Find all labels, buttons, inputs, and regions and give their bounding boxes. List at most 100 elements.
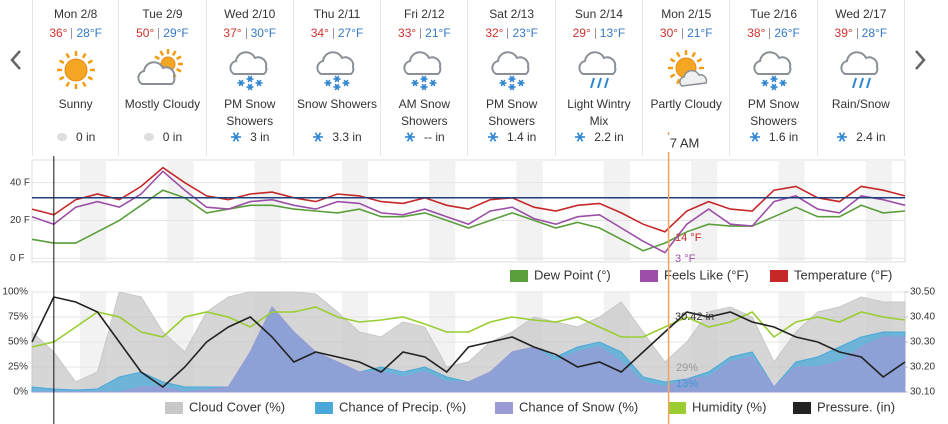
icon-part (500, 79, 506, 87)
icon-part (159, 50, 165, 56)
icon-box (381, 48, 467, 92)
icon-part (172, 50, 178, 56)
series-line (31, 166, 906, 233)
icon-part (696, 57, 703, 63)
legend-label: Dew Point (°) (534, 267, 611, 282)
day-band (429, 292, 456, 392)
legend-label: Feels Like (°F) (664, 267, 749, 282)
condition: PM Snow Showers (485, 97, 538, 128)
day-band (167, 160, 194, 262)
icon-part (771, 75, 776, 83)
day-temps: 50° 29°F (119, 26, 205, 40)
icon-part (315, 132, 322, 142)
y-tick-label: 100% (2, 287, 28, 298)
precip: 1.6 in (730, 130, 816, 144)
prev-arrow[interactable] (8, 48, 24, 72)
condition: Light Wintry Mix (567, 97, 631, 128)
icon-part (154, 55, 161, 61)
icon-part (176, 55, 183, 61)
next-arrow[interactable] (912, 48, 928, 72)
icon-part (256, 79, 262, 87)
icon-part (403, 51, 442, 75)
weather-icon (840, 51, 879, 89)
precip-amount: 3.3 in (332, 130, 362, 144)
icon-part (64, 58, 88, 82)
separator (158, 27, 160, 39)
day-band (691, 292, 718, 392)
icon-box (643, 48, 729, 92)
icon-part (676, 78, 681, 85)
day-band (603, 292, 631, 392)
icon-part (509, 83, 515, 91)
day-card: Sat 2/13 32° 23°F PM Snow Showers 1.4 in (469, 0, 556, 156)
weather-icon (578, 51, 617, 89)
snow-icon (405, 132, 415, 142)
legend-swatch (793, 402, 811, 414)
icon-part (603, 77, 609, 89)
precip: -- in (381, 130, 467, 144)
day-temps: 36° 28°F (33, 26, 118, 40)
icon-part (238, 79, 244, 87)
precip: 3 in (207, 130, 293, 144)
icon-part (406, 132, 414, 142)
day-temps: 29° 13°F (556, 26, 642, 40)
legend-swatch (510, 270, 528, 282)
day-band (603, 160, 631, 262)
icon-part (421, 75, 427, 83)
y2-tick-label: 30.40 (910, 312, 935, 323)
weather-icon (316, 51, 355, 91)
icon-part (509, 75, 515, 83)
day-card: Wed 2/10 37° 30°F PM Snow Showers 3 in (207, 0, 294, 156)
y-tick-label: 20 F (10, 215, 30, 226)
day-date: Wed 2/17 (835, 7, 887, 21)
icon-part (421, 83, 427, 91)
precip: 0 in (33, 130, 118, 144)
low-temp: 13°F (599, 26, 626, 40)
y2-tick-label: 30.50 (910, 287, 935, 298)
series-line (31, 170, 906, 254)
drop-icon (56, 133, 67, 141)
icon-part (752, 51, 791, 75)
day-date: Mon 2/8 (53, 7, 98, 21)
high-temp: 29° (572, 26, 591, 40)
precip-amount: 1.4 in (506, 130, 537, 144)
icon-part (771, 83, 776, 91)
low-temp: 21°F (425, 26, 451, 40)
icon-part (679, 69, 708, 87)
precip: 2.4 in (818, 130, 904, 144)
y2-tick-label: 30.10 (910, 387, 935, 398)
day-card: Tue 2/9 50° 29°F Mostly Cloudy 0 in (119, 0, 207, 156)
series-line (31, 189, 906, 252)
day-card: Mon 2/15 30° 21°F Partly Cloudy (643, 0, 731, 156)
day-band (865, 160, 892, 262)
condition: Snow Showers (297, 97, 378, 111)
precip-amount: 3 in (250, 130, 270, 144)
icon-part (334, 83, 340, 91)
separator (245, 27, 247, 39)
y2-tick-label: 30.30 (910, 337, 935, 348)
drop-icon (143, 133, 154, 141)
separator (856, 27, 858, 39)
snow-icon (749, 132, 760, 142)
y-tick-label: 75% (8, 312, 28, 323)
day-band (516, 292, 543, 392)
day-temps: 37° 30°F (207, 26, 293, 40)
icon-box (33, 48, 118, 92)
y-tick-label: 25% (8, 362, 28, 373)
snow-icon (837, 132, 848, 142)
precip: 2.2 in (556, 130, 642, 144)
icon-part (325, 79, 331, 87)
icon-box (730, 48, 816, 92)
day-card: Tue 2/16 38° 26°F PM Snow Showers 1.6 in (730, 0, 818, 156)
day-band (865, 292, 892, 392)
icon-part (518, 79, 524, 87)
icon-part (780, 79, 785, 87)
high-temp: 38° (747, 26, 766, 40)
precip: 1.4 in (469, 130, 555, 144)
icon-part (65, 81, 70, 88)
icon-part (87, 59, 93, 65)
day-temps: 30° 21°F (643, 26, 729, 40)
day-date: Thu 2/11 (313, 7, 361, 21)
icon-part (670, 73, 676, 79)
